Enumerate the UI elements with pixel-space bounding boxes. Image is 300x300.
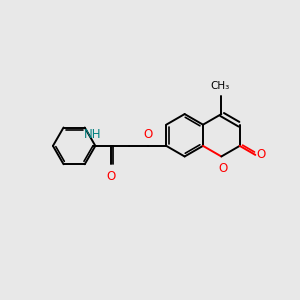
Text: CH₃: CH₃ <box>210 81 230 91</box>
Text: NH: NH <box>84 128 101 141</box>
Text: O: O <box>143 128 152 141</box>
Text: O: O <box>106 169 116 183</box>
Text: O: O <box>256 148 265 161</box>
Text: O: O <box>218 162 227 175</box>
